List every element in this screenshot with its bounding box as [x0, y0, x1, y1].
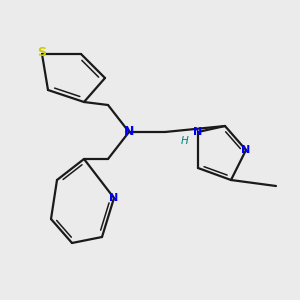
Text: N: N — [124, 125, 134, 139]
Text: N: N — [194, 127, 202, 137]
Text: S: S — [38, 46, 46, 59]
Text: N: N — [242, 145, 250, 155]
Text: H: H — [181, 136, 188, 146]
Text: N: N — [110, 193, 118, 203]
